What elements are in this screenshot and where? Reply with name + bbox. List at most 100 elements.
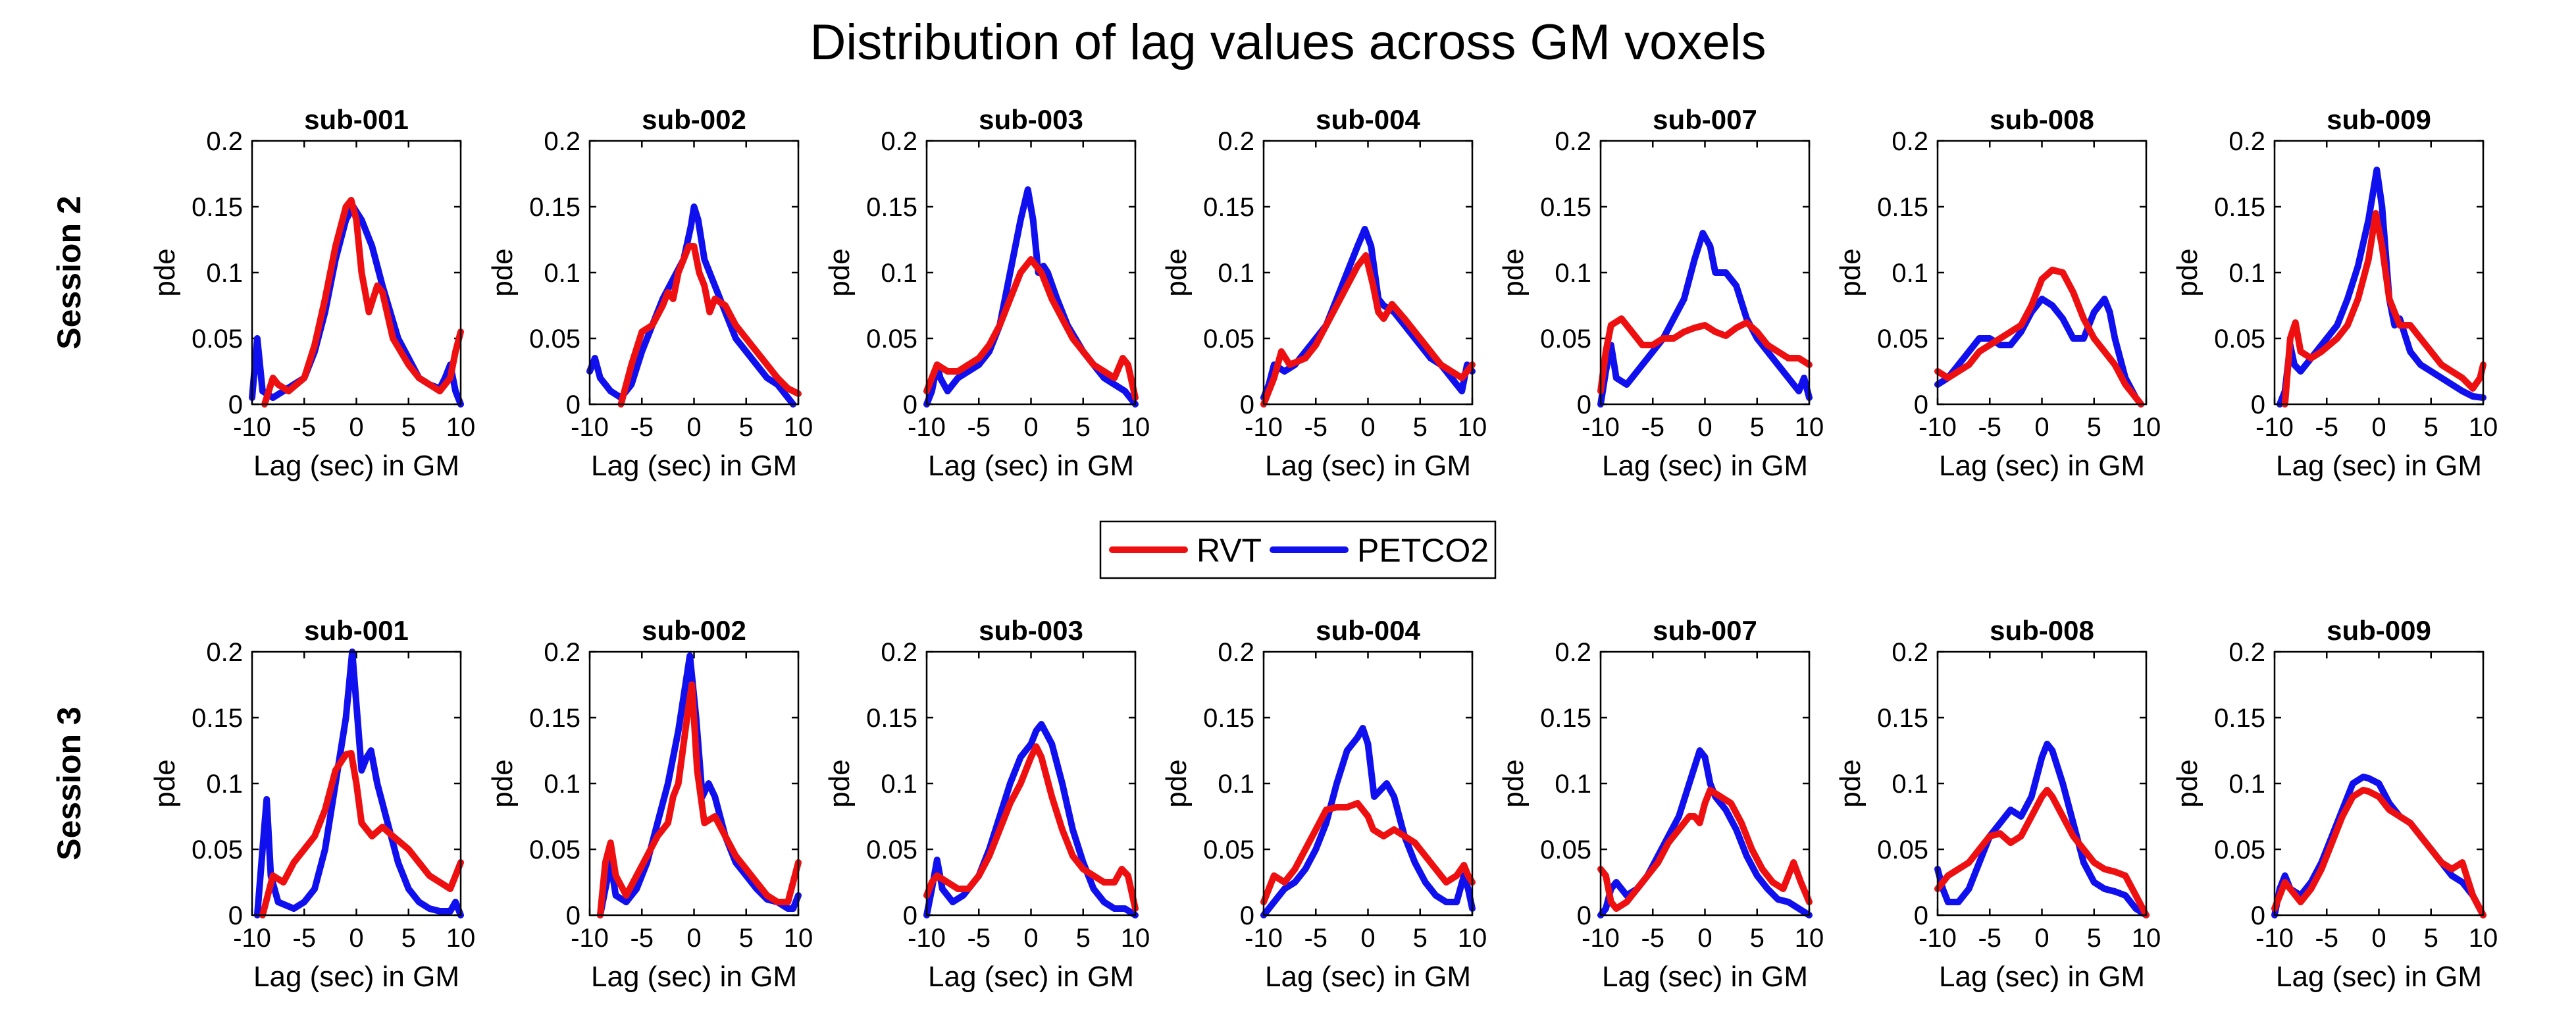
x-tick-label: -5 — [630, 924, 654, 953]
series-line-rvt — [923, 256, 1139, 401]
y-tick-label: 0.2 — [206, 638, 243, 667]
y-tick-label: 0.05 — [529, 325, 580, 354]
x-tick-label: 10 — [2469, 413, 2498, 442]
x-tick-label: 0 — [2034, 413, 2049, 442]
subplot: sub-009 0 0.05 0.1 0.15 0.2 -10 -5 0 5 10 Lag (sec)… — [2171, 104, 2498, 482]
series-line-petco2 — [586, 203, 797, 408]
plot-frame — [1262, 140, 1474, 406]
subplot-title: sub-008 — [1990, 615, 2094, 646]
y-tick-label: 0.2 — [881, 127, 917, 156]
y-tick-label: 0.1 — [544, 770, 580, 799]
y-axis-label: pde — [823, 759, 856, 807]
series-line-rvt — [596, 681, 802, 918]
x-tick-label: 5 — [2087, 924, 2101, 953]
plot-frame — [588, 650, 800, 916]
series-line-petco2 — [2276, 167, 2486, 408]
x-axis-label: Lag (sec) in GM — [2276, 961, 2482, 993]
y-tick-label: 0.1 — [2228, 259, 2265, 288]
y-axis-label: pde — [2171, 759, 2203, 807]
x-tick-label: 0 — [2371, 413, 2386, 442]
x-tick-label: -5 — [2315, 924, 2338, 953]
y-tick-label: 0 — [228, 390, 243, 419]
plot-frame — [2273, 650, 2485, 916]
x-axis-label: Lag (sec) in GM — [1265, 961, 1471, 993]
x-tick-label: 10 — [1458, 924, 1487, 953]
y-tick-label: 0.05 — [1877, 325, 1928, 354]
x-tick-label: 0 — [1697, 924, 1712, 953]
y-axis-label: pde — [1497, 759, 1530, 807]
y-axis-label: pde — [149, 759, 181, 807]
x-tick-label: -10 — [1245, 413, 1283, 442]
y-tick-label: 0.15 — [866, 193, 917, 222]
subplot: sub-001 0 0.05 0.1 0.15 0.2 -10 -5 0 5 10 Lag (sec)… — [149, 615, 475, 993]
y-tick-label: 0.2 — [1218, 638, 1254, 667]
subplot-title: sub-008 — [1990, 104, 2094, 135]
subplot: sub-009 0 0.05 0.1 0.15 0.2 -10 -5 0 5 10 Lag (sec)… — [2171, 615, 2498, 993]
x-tick-label: 10 — [446, 413, 476, 442]
y-tick-label: 0.1 — [1555, 770, 1591, 799]
y-tick-label: 0.05 — [1540, 325, 1591, 354]
subplot: sub-008 0 0.05 0.1 0.15 0.2 -10 -5 0 5 10 Lag (sec)… — [1834, 615, 2161, 993]
plot-frame — [1936, 140, 2148, 406]
series-line-rvt — [2271, 787, 2486, 918]
y-tick-label: 0 — [903, 901, 917, 930]
x-axis-label: Lag (sec) in GM — [1939, 450, 2145, 482]
series-line-rvt — [1260, 252, 1476, 408]
x-tick-label: -10 — [908, 924, 946, 953]
plot-frame — [925, 650, 1137, 916]
plot-frame — [251, 140, 462, 406]
series-line-rvt — [923, 743, 1139, 912]
y-axis-label: pde — [1834, 759, 1867, 807]
y-tick-label: 0.05 — [866, 325, 917, 354]
y-tick-label: 0.1 — [1892, 770, 1928, 799]
x-axis-label: Lag (sec) in GM — [2276, 450, 2482, 482]
y-tick-label: 0.15 — [1203, 193, 1254, 222]
x-axis-label: Lag (sec) in GM — [1602, 961, 1808, 993]
y-tick-label: 0.1 — [206, 770, 243, 799]
y-tick-label: 0.15 — [2214, 193, 2265, 222]
y-tick-label: 0 — [903, 390, 917, 419]
subplot-title: sub-007 — [1653, 104, 1757, 135]
x-tick-label: 5 — [1413, 413, 1428, 442]
x-tick-label: 0 — [1023, 924, 1038, 953]
x-tick-label: 0 — [686, 413, 701, 442]
x-tick-label: -10 — [233, 413, 271, 442]
series-line-rvt — [1260, 800, 1476, 905]
x-tick-label: 10 — [446, 924, 476, 953]
series-line-petco2 — [253, 649, 464, 918]
y-tick-label: 0 — [566, 901, 580, 930]
subplot-title: sub-009 — [2327, 615, 2431, 646]
y-tick-label: 0.1 — [1892, 259, 1928, 288]
x-axis-label: Lag (sec) in GM — [591, 450, 797, 482]
y-tick-label: 0 — [2251, 901, 2265, 930]
y-tick-label: 0.15 — [529, 193, 580, 222]
y-tick-label: 0.2 — [1555, 638, 1591, 667]
series-line-rvt — [1934, 267, 2145, 408]
x-tick-label: -10 — [1919, 924, 1957, 953]
subplot: sub-003 0 0.05 0.1 0.15 0.2 -10 -5 0 5 10 Lag (sec)… — [823, 615, 1150, 993]
y-tick-label: 0.15 — [2214, 704, 2265, 733]
y-tick-label: 0.05 — [192, 325, 243, 354]
x-tick-label: 5 — [2087, 413, 2101, 442]
y-tick-label: 0.1 — [881, 770, 917, 799]
x-tick-label: -10 — [1582, 413, 1620, 442]
x-axis-label: Lag (sec) in GM — [928, 961, 1134, 993]
x-tick-label: 10 — [1795, 413, 1824, 442]
y-axis-label: pde — [1160, 248, 1193, 296]
series-line-rvt — [617, 243, 802, 408]
y-tick-label: 0.2 — [2228, 638, 2265, 667]
plot-frame — [588, 140, 800, 406]
y-tick-label: 0.05 — [2214, 836, 2265, 864]
y-axis-label: pde — [1160, 759, 1193, 807]
y-tick-label: 0.05 — [1203, 836, 1254, 864]
x-axis-label: Lag (sec) in GM — [928, 450, 1134, 482]
row-label: Session 3 — [51, 706, 88, 860]
x-tick-label: -10 — [908, 413, 946, 442]
x-tick-label: 10 — [784, 413, 813, 442]
y-tick-label: 0.05 — [866, 836, 917, 864]
y-tick-label: 0.05 — [192, 836, 243, 864]
y-axis-label: pde — [1834, 248, 1867, 296]
x-tick-label: -5 — [967, 413, 991, 442]
x-tick-label: 0 — [1023, 413, 1038, 442]
